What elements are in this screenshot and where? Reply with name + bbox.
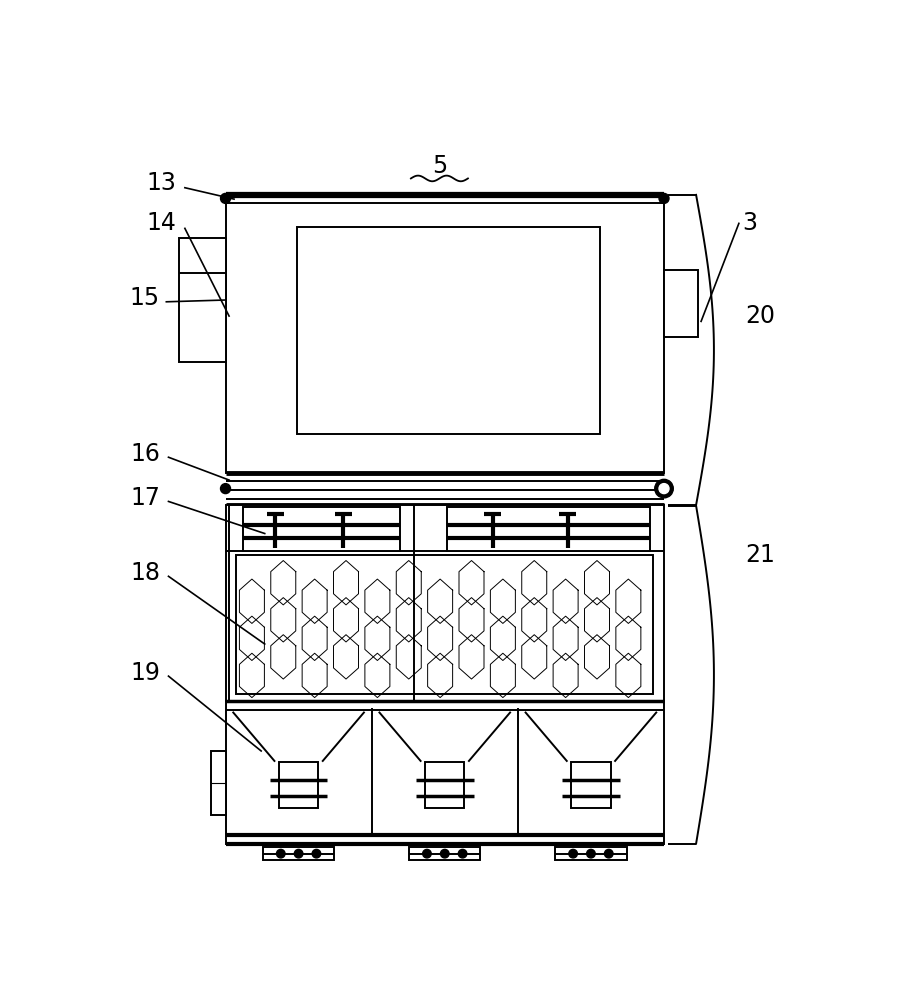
Circle shape <box>277 849 285 858</box>
Circle shape <box>604 849 612 858</box>
Text: 17: 17 <box>130 486 160 510</box>
Circle shape <box>458 849 466 858</box>
Bar <box>278 762 318 808</box>
Bar <box>211 751 225 815</box>
Circle shape <box>422 849 431 858</box>
Text: 19: 19 <box>130 661 160 685</box>
Circle shape <box>312 849 321 858</box>
Bar <box>225 701 664 844</box>
Text: 14: 14 <box>146 211 176 235</box>
Bar <box>229 505 414 701</box>
Bar <box>243 507 400 551</box>
Circle shape <box>568 849 577 858</box>
Circle shape <box>221 193 231 203</box>
Bar <box>409 847 480 860</box>
Text: 18: 18 <box>130 561 160 585</box>
Text: 5: 5 <box>431 154 447 178</box>
Bar <box>425 762 464 808</box>
Text: 20: 20 <box>744 304 775 328</box>
Circle shape <box>654 479 673 498</box>
Bar <box>225 195 664 473</box>
Text: 21: 21 <box>744 543 775 567</box>
Bar <box>263 847 334 860</box>
Circle shape <box>440 849 448 858</box>
Text: 13: 13 <box>146 171 176 195</box>
Bar <box>571 762 610 808</box>
Text: 16: 16 <box>130 442 160 466</box>
Bar <box>664 270 698 337</box>
Bar <box>446 507 649 551</box>
Bar <box>236 555 652 694</box>
Bar <box>297 227 599 434</box>
Circle shape <box>294 849 302 858</box>
Text: 3: 3 <box>742 211 756 235</box>
Bar <box>225 505 664 701</box>
Circle shape <box>221 484 231 494</box>
Circle shape <box>658 484 668 494</box>
Bar <box>179 238 225 362</box>
Circle shape <box>586 849 595 858</box>
Bar <box>555 847 626 860</box>
Text: 15: 15 <box>130 286 160 310</box>
Circle shape <box>658 193 668 203</box>
